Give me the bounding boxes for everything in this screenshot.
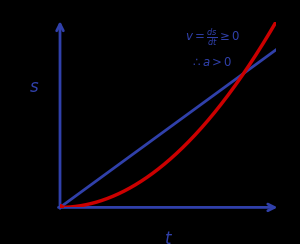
Text: t: t — [165, 230, 171, 244]
Text: s: s — [30, 78, 38, 96]
Text: $v = \frac{ds}{dt} \geq 0$: $v = \frac{ds}{dt} \geq 0$ — [185, 26, 241, 48]
Text: $\therefore a > 0$: $\therefore a > 0$ — [190, 56, 232, 69]
